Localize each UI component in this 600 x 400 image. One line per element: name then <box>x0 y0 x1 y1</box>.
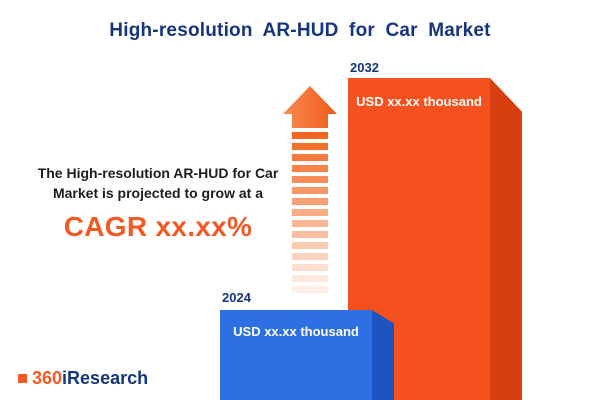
bar-2032-value-label: USD xx.xx thousand <box>356 94 482 109</box>
bar-2024-side-face <box>372 310 394 400</box>
logo-suffix: iResearch <box>62 368 149 388</box>
logo-prefix: 360 <box>32 368 63 388</box>
annotation-line-2: Market is projected to grow at a <box>52 185 264 201</box>
bar-2024-value-label: USD xx.xx thousand <box>233 324 359 339</box>
logo-square-icon <box>18 374 27 383</box>
bar-2032-year-label: 2032 <box>350 60 379 75</box>
growth-annotation: The High-resolution AR-HUD for Car Marke… <box>8 163 308 243</box>
bar-2024-year-label: 2024 <box>222 290 251 305</box>
page-title: High-resolution AR-HUD for Car Market <box>109 20 491 41</box>
growth-arrow-icon <box>283 86 337 293</box>
cagr-value: CAGR xx.xx% <box>63 211 253 242</box>
brand-logo: 360 iResearch <box>18 368 148 389</box>
annotation-line-1: The High-resolution AR-HUD for Car <box>37 165 279 181</box>
bar-2024: USD xx.xx thousand <box>220 310 372 400</box>
bar-2032-side-face <box>490 78 522 400</box>
